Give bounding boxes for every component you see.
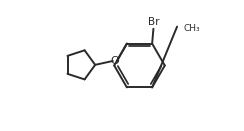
Text: CH₃: CH₃ — [183, 24, 200, 33]
Text: Br: Br — [148, 17, 159, 27]
Text: O: O — [111, 56, 119, 66]
